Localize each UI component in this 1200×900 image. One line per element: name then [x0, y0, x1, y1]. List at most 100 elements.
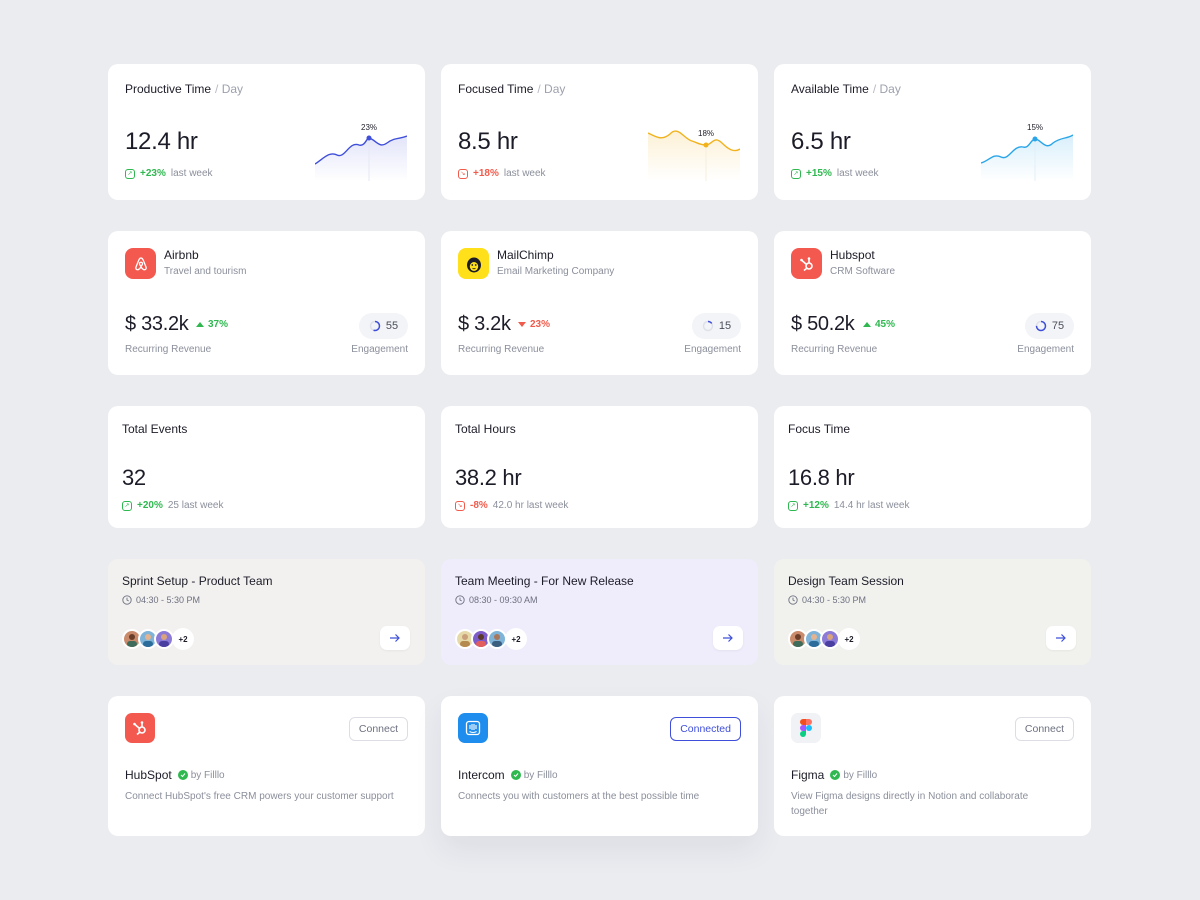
integration-author: by Filllo: [190, 769, 225, 781]
progress-ring-icon: [702, 320, 714, 332]
event-title: Design Team Session: [788, 574, 904, 588]
stat-delta: ↗ +20% 25 last week: [122, 500, 223, 511]
metric-title: Available Time: [791, 82, 869, 96]
metric-period: Day: [221, 82, 244, 96]
company-subtitle: Email Marketing Company: [497, 266, 615, 277]
metric-period: Day: [544, 82, 566, 96]
open-event-button[interactable]: [380, 626, 410, 650]
intercom-integration-card: Connected Intercom by Filllo Connects yo…: [441, 696, 758, 836]
event-card[interactable]: Team Meeting - For New Release 08:30 - 0…: [441, 559, 758, 665]
event-title: Sprint Setup - Product Team: [122, 574, 273, 588]
revenue-change: 45%: [863, 319, 895, 330]
verified-icon: [510, 770, 521, 780]
integration-description: View Figma designs directly in Notion an…: [791, 791, 1029, 817]
avatar: [487, 629, 507, 649]
trend-up-icon: ↗: [122, 500, 132, 511]
recurring-revenue-label: Recurring Revenue: [458, 344, 545, 355]
hubspot-icon: [791, 248, 822, 279]
metric-period: Day: [879, 82, 901, 96]
metric-value: 6.5 hr: [791, 128, 851, 155]
integration-author: by Filllo: [523, 769, 558, 781]
airbnb-card[interactable]: Airbnb Travel and tourism $ 33.2k 37% Re…: [108, 231, 425, 375]
metric-value: 8.5 hr: [458, 128, 518, 155]
recurring-revenue-label: Recurring Revenue: [791, 344, 878, 355]
arrow-up-icon: [863, 322, 871, 327]
available-time-sparkline: 15%: [981, 123, 1073, 181]
metric-delta: ↘ +18% last week: [458, 168, 546, 179]
trend-down-icon: ↘: [458, 168, 468, 179]
revenue-change: 37%: [196, 319, 228, 330]
stat-value: 16.8 hr: [788, 465, 855, 490]
integration-name: Intercom: [458, 768, 505, 782]
hubspot-integration-card: Connect HubSpot by Filllo Connect HubSpo…: [108, 696, 425, 836]
mailchimp-icon: [458, 248, 489, 279]
engagement-label: Engagement: [684, 344, 741, 355]
productive-time-sparkline: 23%: [315, 123, 407, 181]
focused-time-card: Focused Time / Day 8.5 hr ↘ +18% last wee…: [441, 64, 758, 200]
hubspot-card[interactable]: Hubspot CRM Software $ 50.2k 45% Recurri…: [774, 231, 1091, 375]
arrow-down-icon: [518, 322, 526, 327]
metric-delta: ↗ +15% last week: [791, 168, 879, 179]
focus-time-card: Focus Time 16.8 hr ↗ +12% 14.4 hr last w…: [774, 406, 1091, 528]
engagement-badge: 15: [692, 313, 741, 339]
company-subtitle: Travel and tourism: [164, 266, 247, 277]
peak-dot: [366, 135, 372, 141]
clock-icon: [788, 595, 798, 605]
event-title: Team Meeting - For New Release: [455, 574, 634, 588]
stat-title: Total Events: [122, 422, 188, 436]
more-attendees-count: +2: [172, 628, 194, 650]
stat-value: 32: [122, 465, 146, 490]
peak-dot: [703, 142, 709, 148]
open-event-button[interactable]: [713, 626, 743, 650]
integration-name: Figma: [791, 768, 825, 782]
connect-button[interactable]: Connect: [1014, 717, 1074, 741]
company-name: Hubspot: [830, 248, 875, 262]
metric-title: Focused Time: [458, 82, 534, 96]
stat-title: Focus Time: [788, 422, 851, 436]
arrow-right-icon: [1056, 634, 1066, 642]
integration-name: HubSpot: [125, 768, 172, 782]
event-card[interactable]: Sprint Setup - Product Team 04:30 - 5:30…: [108, 559, 425, 665]
arrow-right-icon: [390, 634, 400, 642]
mailchimp-card[interactable]: MailChimp Email Marketing Company $ 3.2k…: [441, 231, 758, 375]
attendee-avatars[interactable]: +2: [122, 628, 194, 650]
trend-up-icon: ↗: [791, 168, 801, 179]
recurring-revenue-value: $ 50.2k: [791, 313, 855, 335]
available-time-card: Available Time / Day 6.5 hr ↗ +15% last w…: [774, 64, 1091, 200]
total-hours-card: Total Hours 38.2 hr ↘ -8% 42.0 hr last w…: [441, 406, 758, 528]
company-name: MailChimp: [497, 248, 554, 262]
more-attendees-count: +2: [838, 628, 860, 650]
stat-title: Total Hours: [455, 422, 516, 436]
figma-icon: [791, 713, 821, 743]
arrow-right-icon: [723, 634, 733, 642]
metric-title: Productive Time: [125, 82, 212, 96]
event-time: 08:30 - 09:30 AM: [455, 595, 538, 605]
attendee-avatars[interactable]: +2: [455, 628, 527, 650]
progress-ring-icon: [369, 320, 381, 332]
integration-author: by Filllo: [843, 769, 878, 781]
company-subtitle: CRM Software: [830, 266, 896, 277]
open-event-button[interactable]: [1046, 626, 1076, 650]
connected-button[interactable]: Connected: [670, 717, 741, 741]
attendee-avatars[interactable]: +2: [788, 628, 860, 650]
connect-button[interactable]: Connect: [348, 717, 408, 741]
recurring-revenue-label: Recurring Revenue: [125, 344, 212, 355]
verified-icon: [177, 770, 188, 780]
peak-label: 18%: [698, 129, 714, 138]
avatar: [154, 629, 174, 649]
intercom-icon: [458, 713, 488, 743]
integration-description: Connect HubSpot's free CRM powers your c…: [125, 791, 394, 802]
focused-time-sparkline: 18%: [648, 129, 740, 181]
peak-dot: [1032, 136, 1038, 142]
engagement-badge: 75: [1025, 313, 1074, 339]
more-attendees-count: +2: [505, 628, 527, 650]
figma-integration-card: Connect Figma by Filllo View Figma desig…: [774, 696, 1091, 836]
engagement-label: Engagement: [351, 344, 408, 355]
stat-delta: ↗ +12% 14.4 hr last week: [788, 500, 909, 511]
recurring-revenue-value: $ 33.2k: [125, 313, 189, 335]
event-card[interactable]: Design Team Session 04:30 - 5:30 PM +2: [774, 559, 1091, 665]
company-name: Airbnb: [164, 248, 199, 262]
avatar: [820, 629, 840, 649]
peak-label: 23%: [361, 123, 377, 132]
engagement-label: Engagement: [1017, 344, 1074, 355]
